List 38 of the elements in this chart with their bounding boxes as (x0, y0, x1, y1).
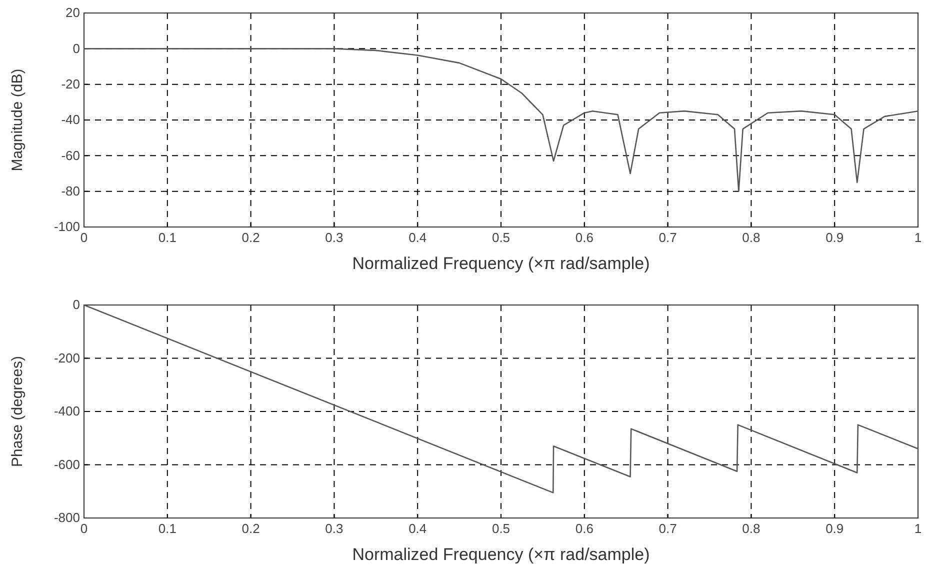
x-tick-label: 0.3 (325, 230, 344, 246)
x-tick-label: 0.8 (742, 230, 760, 246)
x-tick-label: 0.1 (158, 521, 176, 536)
y-tick-label: 0 (72, 297, 80, 312)
y-tick-label: 20 (66, 5, 80, 20)
y-tick-label: 0 (72, 40, 80, 56)
y-tick-label: -800 (54, 510, 80, 526)
y-tick-label: -60 (61, 148, 80, 163)
y-tick-label: -600 (54, 456, 80, 472)
y-axis-title: Phase (degrees) (9, 356, 26, 467)
x-tick-label: 0.4 (408, 521, 427, 536)
y-tick-label: -20 (61, 76, 80, 92)
x-axis-title: Normalized Frequency (×π rad/sample) (352, 254, 650, 273)
line-series (83, 304, 919, 494)
y-tick-label: -100 (54, 219, 80, 234)
x-tick-label: 0.7 (658, 521, 677, 536)
x-tick-label: 0.7 (658, 230, 677, 246)
x-tick-label: 0.9 (826, 230, 844, 246)
x-tick-label: 0.6 (575, 230, 594, 246)
x-tick-label: 0.1 (158, 230, 176, 246)
y-tick-label: -40 (61, 112, 80, 128)
y-tick-label: -80 (61, 183, 80, 198)
x-tick-label: 0.2 (242, 521, 260, 536)
x-axis-title: Normalized Frequency (×π rad/sample) (352, 545, 650, 564)
x-tick-label: 0.5 (492, 521, 510, 536)
y-tick-label: -200 (54, 350, 80, 366)
x-tick-label: 0.3 (325, 521, 344, 536)
x-tick-label: 0.2 (242, 230, 260, 246)
x-tick-label: 0.4 (408, 230, 427, 246)
line-series (83, 48, 919, 192)
x-tick-label: 0.8 (742, 521, 760, 536)
y-axis-title: Magnitude (dB) (9, 68, 26, 172)
x-tick-label: 0.5 (492, 230, 510, 246)
y-tick-label: -400 (54, 404, 80, 419)
x-tick-label: 1 (914, 230, 922, 246)
x-tick-label: 0.9 (826, 521, 844, 536)
x-tick-label: 1 (914, 521, 922, 536)
x-tick-label: 0.6 (575, 521, 594, 536)
